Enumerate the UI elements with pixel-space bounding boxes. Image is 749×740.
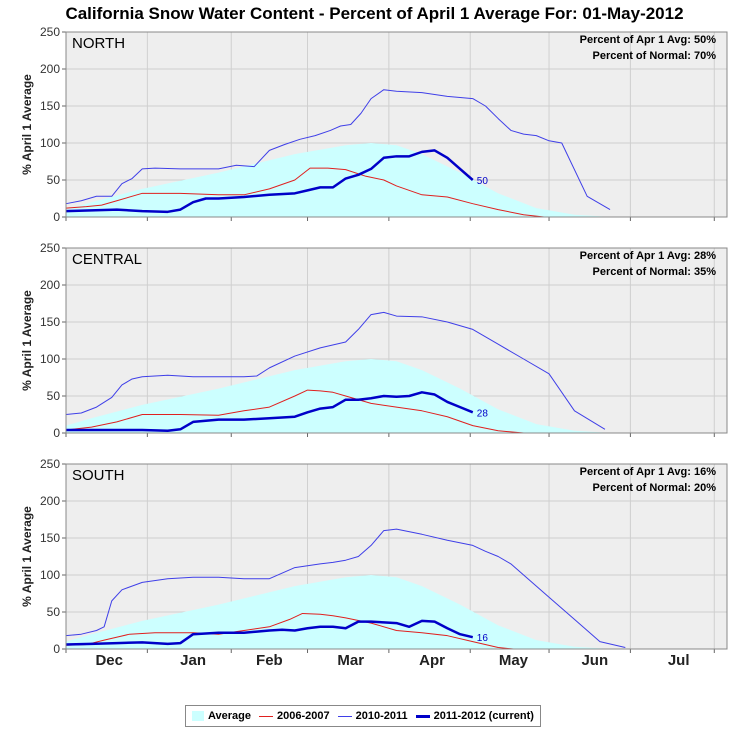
series-line-2011-2012-current (66, 391, 474, 433)
y-tick-label: 0 (53, 426, 60, 440)
region-label: SOUTH (72, 467, 125, 484)
series-line-2011-2012-current (65, 619, 474, 646)
y-tick-label: 250 (40, 241, 60, 255)
legend-item-2006-2007: 2006-2007 (259, 710, 330, 722)
y-tick-label: 150 (40, 315, 60, 329)
series-area-average (66, 575, 613, 649)
plot-border-north (65, 31, 728, 218)
stat-text: Percent of Normal: 20% (593, 482, 717, 494)
y-axis-label: % April 1 Average (20, 290, 34, 391)
y-tick-label: 50 (47, 605, 61, 619)
y-tick-label: 200 (40, 494, 60, 508)
x-month-label: Jul (668, 652, 690, 669)
x-month-label: Apr (419, 652, 445, 669)
stat-text: Percent of Normal: 70% (593, 50, 717, 62)
y-tick-label: 150 (40, 99, 60, 113)
y-axis-label: % April 1 Average (20, 74, 34, 175)
plot-border-central (65, 247, 728, 434)
y-tick-label: 100 (40, 568, 60, 582)
legend-swatch-2010-2011 (337, 715, 352, 717)
region-label: CENTRAL (72, 251, 142, 268)
x-month-label: Feb (256, 652, 283, 669)
y-tick-label: 200 (40, 278, 60, 292)
legend: Average 2006-2007 2010-2011 2011-2012 (c… (185, 705, 541, 727)
series-line-2006-2007 (65, 612, 514, 650)
plot-border-south (65, 463, 728, 650)
end-value-label: 50 (477, 176, 489, 187)
y-tick-label: 150 (40, 531, 60, 545)
y-tick-label: 200 (40, 62, 60, 76)
x-month-label: May (499, 652, 529, 669)
legend-swatch-2011-2012 (415, 714, 430, 718)
end-value-label: 28 (477, 408, 489, 419)
y-tick-label: 250 (40, 25, 60, 39)
panel-south: 0 50 100 150 200 250 % April 1 Average 16 SOUTH P… (20, 457, 728, 656)
chart-title: California Snow Water Content - Percent … (65, 4, 684, 23)
legend-label-2010-2011: 2010-2011 (355, 710, 408, 722)
legend-item-2011-2012: 2011-2012 (current) (415, 710, 534, 722)
series-line-2010-2011 (65, 89, 611, 211)
legend-label-average: Average (208, 710, 252, 722)
stat-text: Percent of Normal: 35% (593, 266, 717, 278)
y-tick-label: 50 (47, 389, 61, 403)
y-tick-label: 0 (53, 210, 60, 224)
y-tick-label: 50 (47, 173, 61, 187)
stat-text: Percent of Apr 1 Avg: 16% (580, 466, 717, 478)
series-line-2010-2011 (65, 311, 606, 430)
x-month-label: Jan (180, 652, 206, 669)
legend-swatch-2006-2007 (259, 715, 274, 717)
y-tick-label: 250 (40, 457, 60, 471)
series-line-2006-2007 (65, 389, 544, 434)
series-line-2006-2007 (65, 167, 545, 218)
y-tick-label: 100 (40, 352, 60, 366)
region-label: NORTH (72, 35, 125, 52)
legend-item-2010-2011: 2010-2011 (337, 710, 408, 722)
legend-label-2006-2007: 2006-2007 (277, 710, 330, 722)
end-value-label: 16 (477, 633, 489, 644)
stat-text: Percent of Apr 1 Avg: 28% (580, 250, 717, 262)
y-tick-label: 0 (53, 642, 60, 656)
stat-text: Percent of Apr 1 Avg: 50% (580, 34, 717, 46)
y-tick-label: 100 (40, 136, 60, 150)
series-line-2010-2011 (65, 528, 626, 649)
panel-central: 0 50 100 150 200 250 % April 1 Average 28 CENTRA… (20, 241, 728, 440)
legend-swatch-average (192, 711, 204, 721)
panel-north: 0 50 100 150 200 250 % April 1 Average 50 NORTH P… (20, 25, 728, 224)
x-month-label: Jun (581, 652, 608, 669)
series-line-2011-2012-current (65, 149, 474, 214)
legend-label-2011-2012: 2011-2012 (current) (433, 710, 534, 722)
x-month-label: Dec (95, 652, 123, 669)
x-month-label: Mar (337, 652, 364, 669)
legend-item-average: Average (192, 710, 251, 722)
y-axis-label: % April 1 Average (20, 506, 34, 607)
